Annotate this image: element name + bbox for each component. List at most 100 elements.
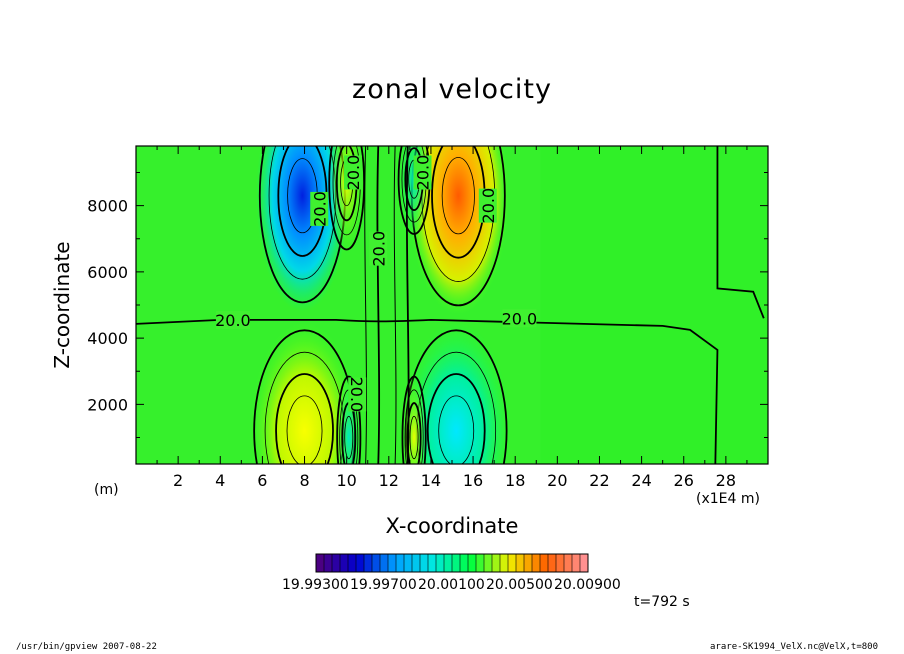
colorbar-segment bbox=[340, 554, 349, 572]
contour-ring bbox=[336, 375, 362, 464]
colorbar-segment bbox=[324, 554, 333, 572]
blob-positive-bottom-left bbox=[249, 321, 360, 464]
chart-title: zonal velocity bbox=[352, 74, 552, 105]
x-unit-left: (m) bbox=[94, 482, 119, 498]
x-tick-label: 22 bbox=[589, 471, 609, 490]
contour-label: 20.0 bbox=[502, 309, 538, 328]
contour-label-bg bbox=[502, 309, 537, 328]
colorbar-segment bbox=[564, 554, 573, 572]
colorbar-segment bbox=[372, 554, 381, 572]
contour-vertical bbox=[405, 146, 410, 464]
x-tick-label: 4 bbox=[215, 471, 225, 490]
colorbar-segment bbox=[412, 554, 421, 572]
x-unit-right: (x1E4 m) bbox=[696, 491, 760, 507]
colorbar-segment bbox=[508, 554, 517, 572]
time-label: t=792 s bbox=[634, 594, 690, 610]
contour-ring bbox=[401, 375, 427, 464]
colorbar-segment bbox=[452, 554, 461, 572]
heatmap-field: 20.0 20.0 20.0 20.0 20.0 20.0 20.0 20.0 bbox=[136, 146, 768, 464]
x-axis-label: X-coordinate bbox=[385, 514, 519, 538]
y-axis-label: Z-coordinate bbox=[50, 241, 74, 369]
contour-vertical bbox=[376, 146, 381, 464]
contour-right-edge bbox=[716, 146, 765, 319]
blob-negative-bottom-right bbox=[401, 321, 511, 464]
contour-label: 20.0 bbox=[369, 231, 388, 267]
contour-zero-line bbox=[136, 319, 719, 464]
x-tick-label: 2 bbox=[173, 471, 183, 490]
x-tick-label: 10 bbox=[336, 471, 356, 490]
contour-label: 20.0 bbox=[414, 155, 433, 191]
colorbar-segment bbox=[420, 554, 429, 572]
contour-vertical bbox=[393, 146, 397, 464]
contour-ring bbox=[286, 395, 323, 464]
contour-label: 20.0 bbox=[347, 377, 366, 413]
colorbar-segment bbox=[468, 554, 477, 572]
colorbar-segment bbox=[540, 554, 549, 572]
contour-label: 20.0 bbox=[479, 188, 498, 224]
colorbar-segment bbox=[516, 554, 525, 572]
x-tick-label: 26 bbox=[674, 471, 694, 490]
colorbar-segment bbox=[524, 554, 533, 572]
colorbar-segment bbox=[572, 554, 581, 572]
contour-ring bbox=[275, 373, 334, 464]
colorbar-tick-label: 20.00900 bbox=[554, 577, 621, 593]
contour-label-bg bbox=[369, 231, 388, 266]
contour-ring bbox=[441, 157, 475, 235]
colorbar-segment bbox=[444, 554, 453, 572]
contour-label-bg bbox=[348, 377, 367, 412]
colorbar-segment bbox=[460, 554, 469, 572]
contour-label-bg bbox=[310, 191, 329, 226]
contour-ring bbox=[404, 389, 424, 464]
colorbar-segment bbox=[484, 554, 493, 572]
colorbar-segment bbox=[404, 554, 413, 572]
x-tick-label: 8 bbox=[299, 471, 309, 490]
colorbar-segment bbox=[396, 554, 405, 572]
y-tick-label: 6000 bbox=[87, 263, 128, 282]
colorbar-segment bbox=[500, 554, 509, 572]
contour-label: 20.0 bbox=[215, 311, 251, 330]
x-tick-label: 16 bbox=[463, 471, 483, 490]
colorbar-frame bbox=[315, 553, 589, 573]
contour-label-bg bbox=[215, 310, 250, 329]
contour-label: 20.0 bbox=[344, 155, 363, 191]
colorbar-tick-label: 19.99700 bbox=[350, 577, 417, 593]
contour-ring bbox=[344, 415, 354, 460]
contour-ring bbox=[409, 415, 419, 460]
contour-label-bg bbox=[478, 188, 497, 223]
colorbar-segment bbox=[492, 554, 501, 572]
colorbar-segment bbox=[380, 554, 389, 572]
x-tick-label: 24 bbox=[631, 471, 651, 490]
colorbar-segment bbox=[580, 554, 589, 572]
x-tick-label: 6 bbox=[257, 471, 267, 490]
colorbar-segment bbox=[532, 554, 541, 572]
colorbar-segment bbox=[548, 554, 557, 572]
colorbar-segment bbox=[332, 554, 341, 572]
colorbar-segment bbox=[316, 554, 325, 572]
contour-label: 20.0 bbox=[310, 191, 329, 227]
x-tick-label: 20 bbox=[547, 471, 567, 490]
colorbar-segment bbox=[364, 554, 373, 572]
footer-right: arare-SK1994_VelX.nc@VelX,t=800 bbox=[710, 642, 878, 652]
colorbar bbox=[315, 553, 589, 573]
contour-ring bbox=[438, 395, 475, 464]
contour-label-bg bbox=[343, 155, 362, 190]
colorbar-segment bbox=[428, 554, 437, 572]
y-tick-label: 2000 bbox=[87, 395, 128, 414]
footer-left: /usr/bin/gpview 2007-08-22 bbox=[16, 642, 157, 652]
colorbar-segment bbox=[348, 554, 357, 572]
colorbar-segment bbox=[388, 554, 397, 572]
colorbar-segment bbox=[476, 554, 485, 572]
contour-ring bbox=[426, 373, 486, 464]
y-tick-label: 8000 bbox=[87, 197, 128, 216]
contour-ring bbox=[328, 146, 366, 251]
colorbar-segment bbox=[556, 554, 565, 572]
colorbar-tick-label: 20.00500 bbox=[486, 577, 553, 593]
contour-vertical bbox=[364, 146, 367, 464]
colorbar-tick-label: 20.00100 bbox=[418, 577, 485, 593]
colorbar-tick-label: 19.99300 bbox=[282, 577, 349, 593]
contour-label-bg bbox=[413, 155, 432, 190]
colorbar-segment bbox=[356, 554, 365, 572]
x-tick-label: 12 bbox=[379, 471, 399, 490]
